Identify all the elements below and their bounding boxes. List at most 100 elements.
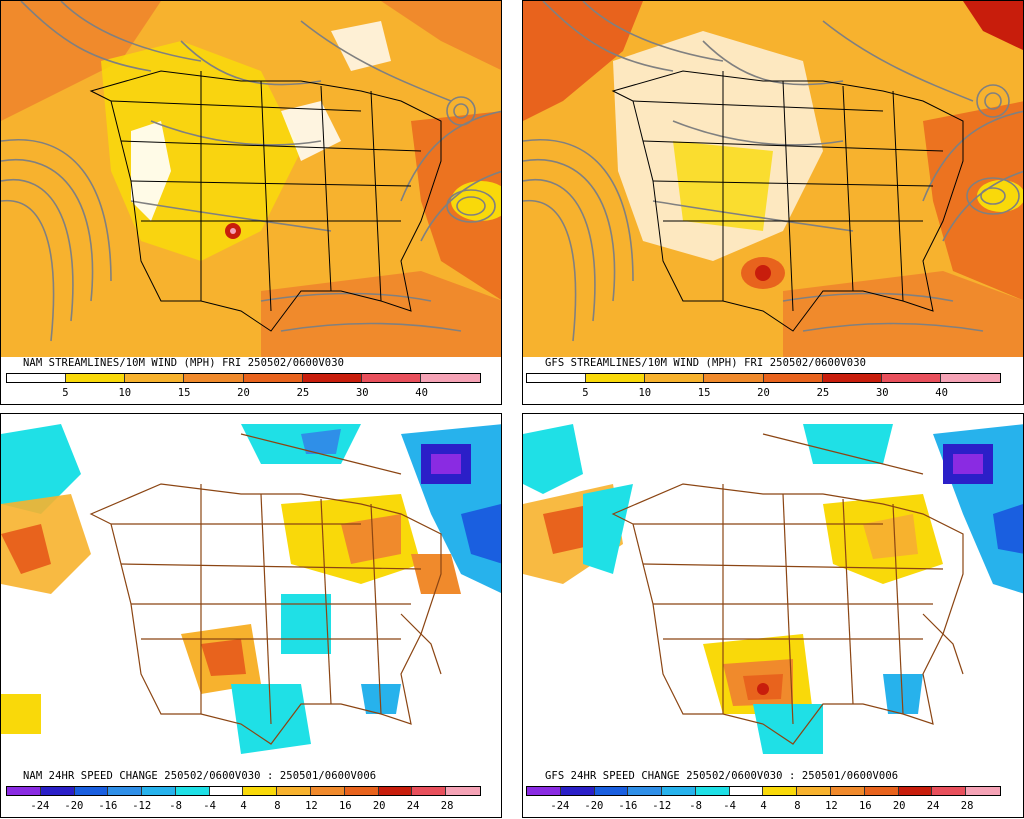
tick-label: 30 [875, 387, 889, 399]
tick-label: 16 [338, 800, 352, 812]
color-swatch [125, 374, 185, 382]
tick-label: -16 [618, 800, 638, 812]
color-swatch [898, 787, 933, 795]
tick-label: -20 [64, 800, 84, 812]
gfs-wind-map [523, 1, 1023, 357]
color-swatch [361, 374, 421, 382]
tick-label: 30 [355, 387, 369, 399]
color-swatch [729, 787, 764, 795]
color-swatch [594, 787, 629, 795]
tick-label: -12 [652, 800, 672, 812]
nam-change-panel: NAM 24HR SPEED CHANGE 250502/0600V030 : … [0, 413, 502, 818]
color-swatch [175, 787, 210, 795]
color-swatch [560, 787, 595, 795]
color-swatch [344, 787, 379, 795]
color-swatch [66, 374, 126, 382]
color-swatch [378, 787, 413, 795]
color-swatch [940, 374, 1000, 382]
gfs-wind-panel: GFS STREAMLINES/10M WIND (MPH) FRI 25050… [522, 0, 1024, 405]
color-swatch [881, 374, 941, 382]
color-swatch [966, 787, 1000, 795]
tick-label: 15 [697, 387, 711, 399]
wind-color-bar [526, 373, 1001, 383]
tick-label: 8 [794, 800, 801, 812]
tick-label: 28 [440, 800, 454, 812]
color-swatch [209, 787, 244, 795]
color-swatch [277, 787, 312, 795]
color-swatch [412, 787, 447, 795]
wind-color-bar [6, 373, 481, 383]
tick-label: -20 [584, 800, 604, 812]
color-swatch [243, 787, 278, 795]
color-swatch [822, 374, 882, 382]
color-swatch [763, 787, 798, 795]
change-color-bar [6, 786, 481, 796]
nam-wind-map [1, 1, 501, 357]
color-swatch [7, 787, 41, 795]
color-swatch [586, 374, 646, 382]
map-caption: NAM STREAMLINES/10M WIND (MPH) FRI 25050… [23, 357, 345, 369]
color-swatch [628, 787, 663, 795]
tick-label: 40 [415, 387, 428, 399]
color-swatch [704, 374, 764, 382]
color-swatch [932, 787, 967, 795]
tick-label: 4 [240, 800, 247, 812]
tick-label: -4 [203, 800, 216, 812]
tick-label: -24 [550, 800, 570, 812]
nam-change-map [1, 414, 501, 770]
tick-label: 24 [406, 800, 420, 812]
tick-label: 10 [118, 387, 132, 399]
color-swatch [420, 374, 480, 382]
nam-wind-panel: NAM STREAMLINES/10M WIND (MPH) FRI 25050… [0, 0, 502, 405]
change-color-bar [526, 786, 1001, 796]
tick-label: 10 [638, 387, 652, 399]
color-swatch [142, 787, 176, 795]
tick-label: 20 [892, 800, 906, 812]
color-swatch [527, 374, 587, 382]
tick-label: -8 [689, 800, 702, 812]
color-swatch [645, 374, 705, 382]
color-swatch [527, 787, 561, 795]
gfs-change-panel: GFS 24HR SPEED CHANGE 250502/0600V030 : … [522, 413, 1024, 818]
tick-label: 24 [926, 800, 940, 812]
tick-label: 5 [62, 387, 69, 399]
color-swatch [763, 374, 823, 382]
tick-label: 28 [960, 800, 974, 812]
tick-label: -24 [30, 800, 50, 812]
tick-label: -4 [723, 800, 736, 812]
tick-label: -16 [98, 800, 118, 812]
map-caption: GFS 24HR SPEED CHANGE 250502/0600V030 : … [545, 770, 899, 782]
color-swatch [40, 787, 75, 795]
tick-label: 12 [305, 800, 318, 812]
color-swatch [302, 374, 362, 382]
color-swatch [243, 374, 303, 382]
color-swatch [864, 787, 899, 795]
map-caption: NAM 24HR SPEED CHANGE 250502/0600V030 : … [23, 770, 377, 782]
tick-label: -8 [169, 800, 182, 812]
color-swatch [831, 787, 865, 795]
color-swatch [446, 787, 480, 795]
tick-label: 15 [177, 387, 191, 399]
tick-label: 5 [582, 387, 589, 399]
color-swatch [797, 787, 832, 795]
tick-label: -12 [132, 800, 152, 812]
color-swatch [662, 787, 696, 795]
tick-label: 12 [825, 800, 838, 812]
tick-label: 8 [274, 800, 281, 812]
color-swatch [74, 787, 109, 795]
color-swatch [108, 787, 143, 795]
color-swatch [695, 787, 730, 795]
color-swatch [7, 374, 67, 382]
tick-label: 20 [372, 800, 386, 812]
tick-label: 20 [757, 387, 770, 399]
tick-label: 25 [816, 387, 830, 399]
color-swatch [184, 374, 244, 382]
gfs-change-map [523, 414, 1023, 770]
map-caption: GFS STREAMLINES/10M WIND (MPH) FRI 25050… [545, 357, 867, 369]
tick-label: 40 [935, 387, 948, 399]
tick-label: 20 [237, 387, 250, 399]
tick-label: 25 [296, 387, 310, 399]
color-swatch [311, 787, 345, 795]
tick-label: 16 [858, 800, 872, 812]
tick-label: 4 [760, 800, 767, 812]
